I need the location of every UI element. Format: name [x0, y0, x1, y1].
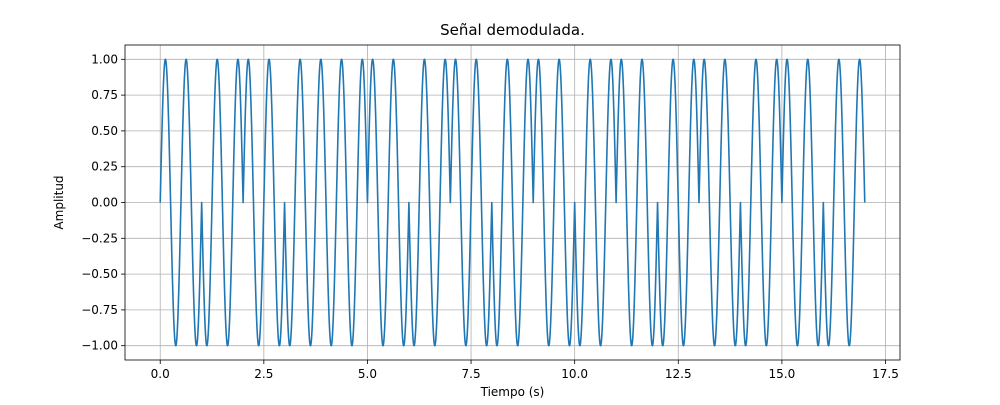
y-tick-label: −0.50 [81, 267, 118, 281]
x-tick-label: 5.0 [358, 367, 377, 381]
chart-title: Señal demodulada. [440, 21, 585, 39]
y-tick-label: −0.75 [81, 303, 118, 317]
y-axis-label: Amplitud [52, 175, 66, 229]
series-layer [159, 58, 866, 347]
signal-line [159, 58, 866, 347]
y-tick-label: 1.00 [91, 52, 118, 66]
y-tick-label: 0.00 [91, 196, 118, 210]
x-tick-label: 15.0 [769, 367, 796, 381]
y-tick-label: 0.75 [91, 88, 118, 102]
x-axis-label: Tiempo (s) [480, 385, 545, 399]
y-tick-label: 0.25 [91, 160, 118, 174]
x-tick-label: 12.5 [665, 367, 692, 381]
tick-layer: 0.0 2.5 5.0 7.5 10.0 12.5 15.0 17.5 −1.00 −0.75 −0… [81, 52, 899, 381]
x-tick-label: 0.0 [151, 367, 170, 381]
x-tick-label: 10.0 [561, 367, 588, 381]
grid-layer [125, 45, 900, 360]
y-tick-label: 0.50 [91, 124, 118, 138]
y-tick-label: −0.25 [81, 231, 118, 245]
x-tick-label: 2.5 [254, 367, 273, 381]
y-tick-label: −1.00 [81, 339, 118, 353]
x-tick-label: 7.5 [462, 367, 481, 381]
x-tick-label: 17.5 [872, 367, 899, 381]
